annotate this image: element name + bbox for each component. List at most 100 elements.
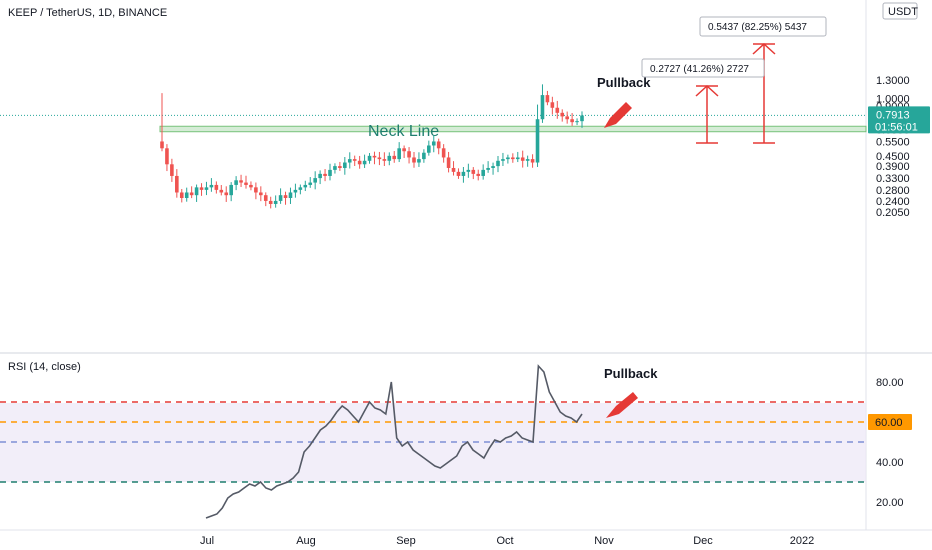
countdown-timer: 01:56:01 xyxy=(875,121,918,133)
candle-body xyxy=(357,160,362,165)
candle-body xyxy=(204,187,209,190)
price-tick-label: 0.2050 xyxy=(876,207,910,219)
candle-body xyxy=(555,107,560,113)
candle-body xyxy=(333,166,337,170)
rsi-pullback-label: Pullback xyxy=(604,366,658,381)
candle-body xyxy=(308,182,313,185)
target-small-box xyxy=(641,58,765,78)
rsi-tick-label: 20.00 xyxy=(876,497,904,509)
candle-body xyxy=(323,173,327,176)
price-pane[interactable] xyxy=(0,0,866,353)
candle-body xyxy=(422,152,426,160)
candle-body xyxy=(362,160,367,165)
candle-body xyxy=(179,192,184,198)
candle-body xyxy=(530,159,535,163)
rsi-highlight-tag xyxy=(868,414,912,430)
target-large-box xyxy=(699,16,827,37)
candle-body xyxy=(209,184,214,188)
candle-body xyxy=(165,148,169,165)
neck-line-label: Neck Line xyxy=(368,123,439,140)
candle-body xyxy=(239,180,243,183)
price-tick-label: 0.5500 xyxy=(876,136,910,148)
target-small-arrowhead xyxy=(695,84,719,97)
candle-body xyxy=(570,119,574,123)
candle-body xyxy=(471,169,476,174)
candle-body xyxy=(377,157,382,160)
candle-body xyxy=(525,159,530,161)
target-small-label: 0.2727 (41.26%) 2727 xyxy=(650,64,749,75)
candle-body xyxy=(511,157,515,160)
candle-body xyxy=(456,171,461,176)
candle-body xyxy=(446,157,451,168)
currency-badge[interactable]: USDT xyxy=(888,6,918,18)
price-tick-label: 0.2800 xyxy=(876,185,910,197)
time-tick-label: Aug xyxy=(296,535,316,547)
candle-body xyxy=(382,159,387,161)
rsi-title: RSI (14, close) xyxy=(8,361,81,373)
target-large-label: 0.5437 (82.25%) 5437 xyxy=(708,22,807,33)
candle-body xyxy=(466,169,471,172)
rsi-pullback-arrow xyxy=(606,392,638,418)
candle-body xyxy=(545,95,550,103)
candle-body xyxy=(436,141,441,149)
candle-body xyxy=(184,192,189,198)
candle-body xyxy=(412,157,416,163)
candle-body xyxy=(259,192,263,196)
candle-body xyxy=(189,192,194,196)
candle-body xyxy=(481,169,485,176)
candle-body xyxy=(387,155,392,161)
candle-body xyxy=(194,187,199,196)
candle-body xyxy=(199,187,204,190)
candle-body xyxy=(520,157,525,161)
candle-body xyxy=(244,182,248,185)
target-large-arrowhead xyxy=(752,42,776,55)
time-tick-label: Oct xyxy=(496,535,513,547)
price-tick-label: 1.3000 xyxy=(876,75,910,87)
pullback-label: Pullback xyxy=(597,75,651,90)
candle-body xyxy=(170,164,174,176)
candle-body xyxy=(565,116,569,120)
candle-body xyxy=(343,162,347,168)
candle-body xyxy=(303,184,308,188)
candle-body xyxy=(397,148,401,160)
candle-body xyxy=(298,187,303,190)
pullback-arrow xyxy=(604,102,632,128)
price-tick-label: 0.4500 xyxy=(876,151,910,163)
candle-body xyxy=(441,148,446,158)
candle-body xyxy=(580,115,584,122)
last-price-tag xyxy=(868,106,930,134)
candle-body xyxy=(491,166,495,168)
rsi-tick-label: 40.00 xyxy=(876,457,904,469)
candle-body xyxy=(328,169,332,176)
rsi-highlight-value: 60.00 xyxy=(875,417,903,429)
candle-body xyxy=(254,187,258,193)
candle-body xyxy=(214,184,219,190)
candle-body xyxy=(540,95,545,120)
last-price-value: 0.7913 xyxy=(876,109,910,121)
candle-body xyxy=(486,167,490,170)
time-tick-label: 2022 xyxy=(790,535,814,547)
candle-body xyxy=(506,157,510,160)
candle-body xyxy=(476,173,481,176)
price-tick-label: 1.0000 xyxy=(876,94,910,106)
rsi-tick-label: 80.00 xyxy=(876,377,904,389)
candle-body xyxy=(160,141,164,149)
candle-body xyxy=(318,173,322,179)
candle-body xyxy=(268,200,273,204)
candle-body xyxy=(431,141,436,146)
time-tick-label: Jul xyxy=(200,535,214,547)
candle-body xyxy=(283,195,288,198)
candle-body xyxy=(372,155,377,158)
candle-body xyxy=(417,159,421,163)
candle-body xyxy=(367,155,372,161)
candle-body xyxy=(392,155,397,160)
rsi-line xyxy=(205,364,583,519)
candle-body xyxy=(313,178,317,183)
candle-body xyxy=(550,102,555,108)
candle-body xyxy=(427,145,431,153)
candle-body xyxy=(352,159,357,161)
price-tick-label: 0.2400 xyxy=(876,196,910,208)
candle-body xyxy=(496,160,500,167)
